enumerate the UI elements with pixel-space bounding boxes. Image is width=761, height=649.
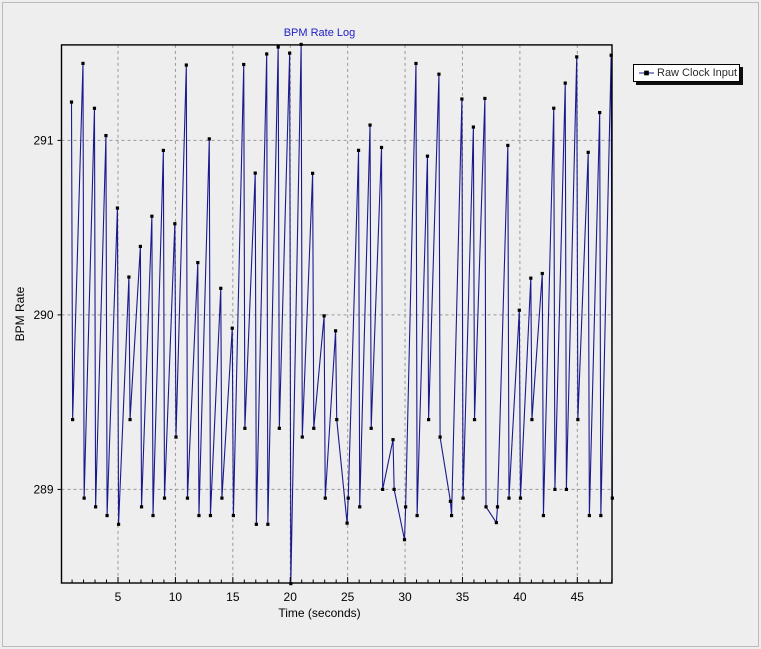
svg-text:289: 289	[33, 482, 53, 496]
svg-text:30: 30	[398, 590, 412, 604]
svg-text:25: 25	[341, 590, 355, 604]
svg-text:5: 5	[115, 590, 122, 604]
svg-text:40: 40	[513, 590, 527, 604]
svg-text:35: 35	[456, 590, 470, 604]
svg-text:45: 45	[571, 590, 585, 604]
svg-text:20: 20	[284, 590, 298, 604]
svg-text:10: 10	[169, 590, 183, 604]
svg-text:291: 291	[33, 133, 53, 147]
svg-text:290: 290	[33, 308, 53, 322]
svg-text:15: 15	[226, 590, 240, 604]
